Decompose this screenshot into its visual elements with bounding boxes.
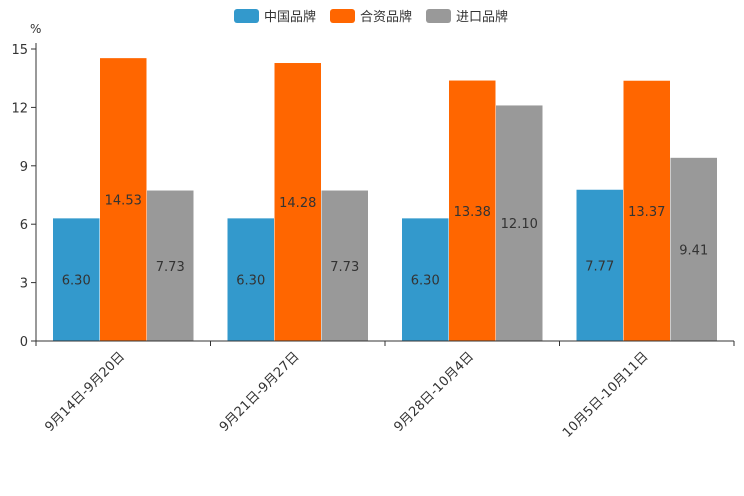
bar-1-1[interactable]	[53, 218, 100, 341]
legend-swatch-1[interactable]	[234, 9, 259, 23]
bar-1-2[interactable]	[227, 218, 275, 341]
y-axis-unit: %	[30, 22, 41, 36]
y-tick-label: 9	[20, 160, 28, 175]
data-label: 6.30	[62, 274, 91, 289]
x-tick-label: 9月21日-9月27日	[217, 349, 303, 435]
x-tick-label: 9月28日-10月4日	[391, 349, 477, 435]
legend-label-2[interactable]: 合资品牌	[360, 9, 412, 25]
legend-swatch-2[interactable]	[330, 9, 355, 23]
bar-3-3[interactable]	[496, 105, 543, 341]
bar-2-3[interactable]	[449, 80, 496, 341]
bar-2-4[interactable]	[623, 80, 671, 342]
bar-3-2[interactable]	[321, 190, 369, 341]
y-axis: 0 3 6 9 12 15	[11, 43, 37, 350]
y-tick-label: 3	[20, 277, 28, 292]
legend-label-3[interactable]: 进口品牌	[456, 9, 508, 25]
bar-3-4[interactable]	[670, 157, 718, 341]
y-tick-label: 15	[11, 43, 28, 58]
data-label: 7.77	[585, 259, 614, 274]
data-label: 14.28	[279, 196, 316, 211]
data-label: 13.38	[454, 205, 491, 220]
data-label: 14.53	[105, 194, 142, 209]
y-tick-label: 0	[20, 335, 28, 350]
x-axis: 9月14日-9月20日 9月21日-9月27日 9月28日-10月4日 10月5日-1…	[35, 340, 735, 441]
bar-3-1[interactable]	[147, 190, 194, 341]
y-tick-label: 6	[20, 218, 28, 233]
data-label: 6.30	[411, 274, 440, 289]
bar-1-3[interactable]	[402, 218, 449, 341]
bar-1-4[interactable]	[576, 189, 624, 341]
bar-2-1[interactable]	[100, 58, 147, 342]
data-label: 7.73	[330, 260, 359, 275]
bars: 6.30 14.53 7.73 6.30 14.28 7.73 6.30 13.38 12.10…	[53, 58, 718, 342]
data-label: 9.41	[679, 243, 708, 258]
data-label: 7.73	[156, 260, 185, 275]
legend-label-1[interactable]: 中国品牌	[264, 9, 316, 25]
data-label: 12.10	[501, 217, 538, 232]
data-label: 6.30	[236, 274, 265, 289]
x-tick-label: 10月5日-10月11日	[560, 349, 652, 441]
data-label: 13.37	[628, 205, 665, 220]
x-tick-label: 9月14日-9月20日	[42, 349, 128, 435]
chart-legend: 中国品牌 合资品牌 进口品牌	[234, 9, 508, 25]
bar-2-2[interactable]	[274, 63, 322, 342]
y-tick-label: 12	[11, 101, 28, 116]
legend-swatch-3[interactable]	[426, 9, 451, 23]
